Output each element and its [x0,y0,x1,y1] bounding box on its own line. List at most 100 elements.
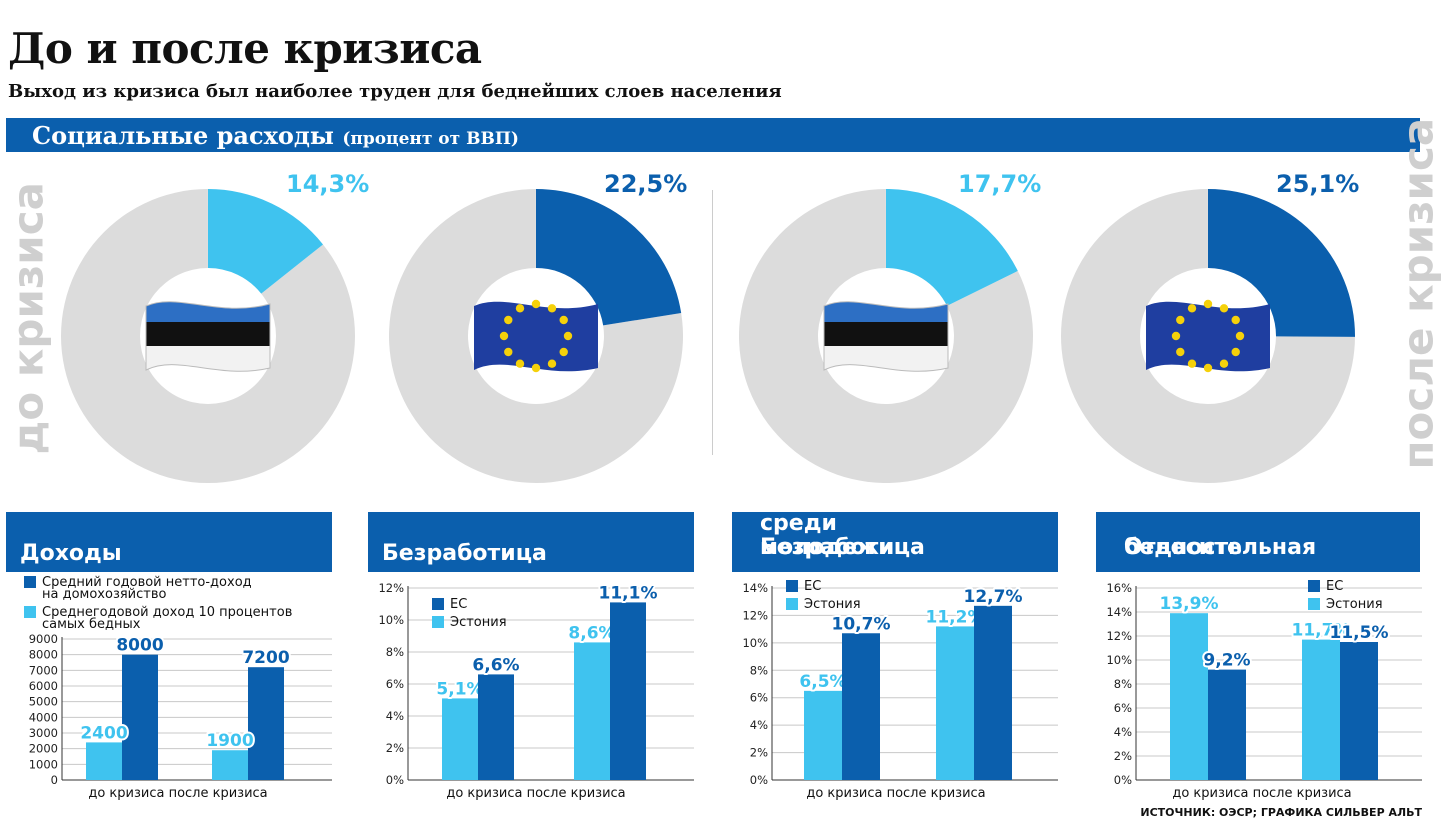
legend-swatch [24,606,36,618]
x-tick-label: до кризиса [446,786,522,801]
data-label-halo: 1900 [206,731,253,751]
x-tick-label: после кризиса [1248,786,1351,801]
y-tick-label: 16% [1106,581,1132,595]
data-label: 2400 [80,723,127,743]
y-tick-label: 2% [1114,749,1132,763]
y-tick-label: 0 [51,773,58,787]
data-label-halo: 2400 [80,723,127,743]
panel-header-youth-unemployment: Безработица среди молодежи [732,512,1058,572]
legend-label: Среднегодовой доход 10 процентов [42,605,292,620]
legend-label: Эстония [804,597,861,612]
data-label: 10,7% [832,614,891,634]
panel-header-income: Доходы [6,512,332,572]
donut-value-label: 14,3% [286,170,370,198]
donut-rest-slice [739,189,1033,483]
donut-rest-slice [1061,189,1355,483]
data-label: 11,1% [599,583,658,603]
data-label-halo: 11,1% [599,583,658,603]
data-label-halo: 13,9% [1160,594,1219,614]
y-tick-label: 10% [742,636,768,650]
y-tick-label: 6% [386,677,404,691]
y-tick-label: 0% [750,773,768,787]
x-tick-label: до кризиса [806,786,882,801]
bar [842,633,880,780]
data-label: 7200 [242,648,289,668]
donut-chart-eu-before [389,189,683,483]
legend-swatch [1308,598,1320,610]
bar [1340,642,1378,780]
donut-value-slice [208,189,324,294]
section-title-text: Социальные расходы [32,121,334,150]
y-tick-label: 4000 [29,710,58,724]
bar [86,742,122,780]
legend-swatch [786,598,798,610]
data-label-halo: 5,1% [436,679,483,699]
data-label-halo: 8000 [116,636,163,656]
panel-title-line: бедность [1124,535,1243,560]
bar [1302,639,1340,780]
bar [442,698,478,780]
bar [804,690,842,780]
data-label: 6,6% [472,655,519,675]
data-label: 11,7% [1292,621,1351,641]
legend-label: самых бедных [42,617,141,632]
y-tick-label: 10% [1106,653,1132,667]
y-tick-label: 12% [1106,629,1132,643]
panel-header-unemployment: Безработица [368,512,694,572]
donut-value-slice [1208,189,1355,337]
data-label: 11,5% [1330,623,1389,643]
period-divider [712,190,713,455]
data-label-halo: 10,7% [832,614,891,634]
legend-label: Средний годовой нетто-доход [42,575,252,590]
panel-title: Безработица [382,541,547,566]
y-tick-label: 8% [750,663,768,677]
y-tick-label: 12% [378,581,404,595]
y-tick-label: 2% [386,741,404,755]
y-tick-label: 7000 [29,663,58,677]
y-tick-label: 8% [1114,677,1132,691]
data-label-halo: 11,5% [1330,623,1389,643]
page-subtitle: Выход из кризиса был наиболее труден для… [8,81,782,102]
estonia-flag-icon [145,301,271,372]
x-tick-label: после кризиса [522,786,625,801]
panel-title: Доходы [20,541,122,566]
donut-value-slice [536,189,682,326]
bar-chart-unemployment: 0%2%4%6%8%10%12%5,1%5,1%6,6%6,6%8,6%8,6%… [378,581,694,801]
legend-label: ЕС [1326,579,1343,594]
eu-flag-icon [474,299,598,373]
donut-value-label: 25,1% [1276,170,1360,198]
x-tick-label: до кризиса [1172,786,1248,801]
y-tick-label: 6% [1114,701,1132,715]
x-tick-label: после кризиса [882,786,985,801]
donut-chart-estonia-after [739,189,1033,483]
data-label: 6,5% [799,672,846,692]
page-title: До и после кризиса [8,24,482,73]
data-label-halo: 6,5% [799,672,846,692]
section-band: Социальные расходы (процент от ВВП) [6,118,1420,152]
bar [122,654,158,780]
legend-label: ЕС [804,579,821,594]
section-title: Социальные расходы (процент от ВВП) [32,121,519,150]
y-tick-label: 4% [750,718,768,732]
estonia-flag-icon [823,301,949,372]
bar [1170,613,1208,780]
x-category-labels: до кризиса после кризиса [446,786,625,801]
data-label-halo: 12,7% [964,587,1023,607]
data-label-halo: 9,2% [1203,651,1250,671]
legend-swatch [432,616,444,628]
legend-swatch [1308,580,1320,592]
y-tick-label: 2% [750,746,768,760]
bar [574,642,610,780]
data-label: 13,9% [1160,594,1219,614]
data-label: 9,2% [1203,651,1250,671]
data-label: 12,7% [964,587,1023,607]
legend-swatch [432,598,444,610]
y-tick-label: 10% [378,613,404,627]
eu-flag-icon [1146,299,1270,373]
legend-label: на домохозяйство [42,587,167,602]
y-tick-label: 3000 [29,726,58,740]
y-tick-label: 14% [1106,605,1132,619]
side-label-after: после кризиса [1393,117,1442,470]
legend-label: Эстония [450,615,507,630]
